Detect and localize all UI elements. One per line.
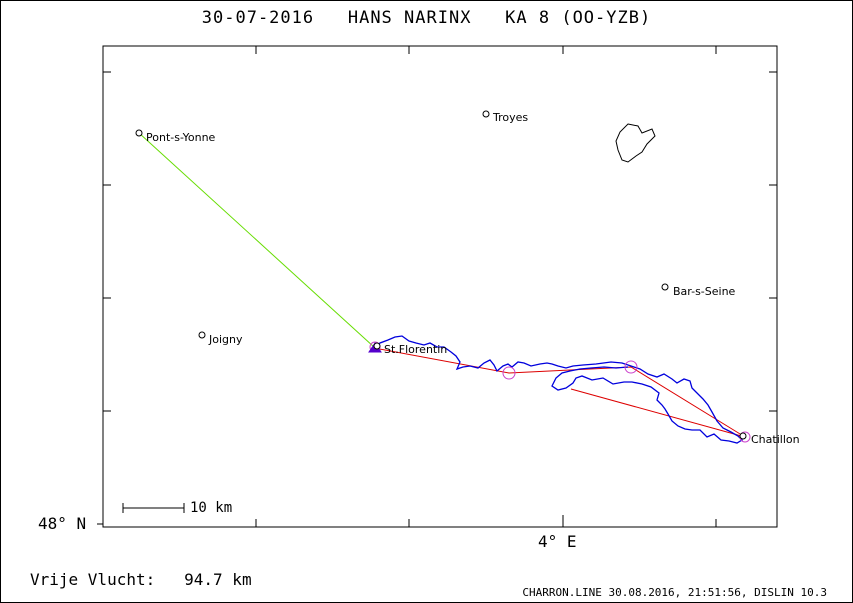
left-ticks (97, 71, 111, 525)
bottom-ticks (255, 515, 717, 527)
town-marker-joigny (198, 331, 206, 339)
town-marker-bar-s-seine (661, 283, 669, 291)
town-marker-st-florentin (373, 342, 381, 350)
flight-track (371, 335, 744, 444)
town-label-pont-s-yonne: Pont-s-Yonne (146, 131, 216, 144)
task-line (373, 347, 746, 438)
right-ticks (769, 71, 777, 412)
latitude-label: 48° N (38, 514, 87, 533)
turnpoint-2 (624, 360, 638, 374)
chart-title: 30-07-2016 HANS NARINX KA 8 (OO-YZB) (201, 8, 652, 28)
top-ticks (255, 46, 717, 54)
footer-credit: CHARRON.LINE 30.08.2016, 21:51:56, DISLI… (522, 586, 827, 599)
flight-distance: Vrije Vlucht: 94.7 km (30, 570, 252, 589)
town-marker-troyes (482, 110, 490, 118)
town-label-st-florentin: St.Florentin (384, 343, 448, 356)
town-label-bar-s-seine: Bar-s-Seine (673, 285, 736, 298)
tow-line (138, 132, 375, 348)
longitude-label: 4° E (538, 532, 577, 551)
town-label-joigny: Joigny (209, 333, 243, 346)
turnpoint-1 (502, 366, 516, 380)
town-marker-pont-s-yonne (135, 129, 143, 137)
town-label-chatillon: Chatillon (751, 433, 800, 446)
scale-bar (122, 503, 185, 513)
town-label-troyes: Troyes (493, 111, 529, 124)
lake-outline (615, 123, 656, 163)
town-marker-chatillon (739, 432, 747, 440)
map-frame (102, 45, 778, 528)
scale-label: 10 km (190, 500, 233, 516)
